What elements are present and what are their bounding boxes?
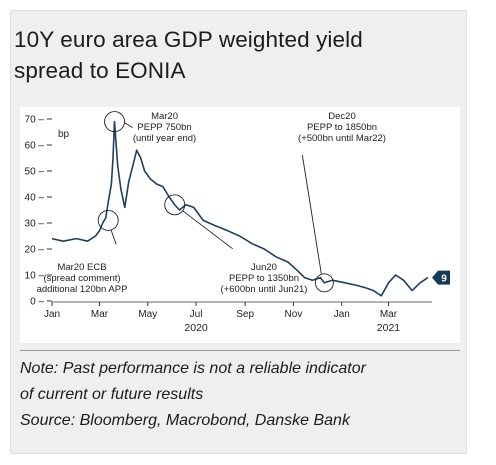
divider bbox=[20, 350, 460, 351]
chart-area: 0 – 10 – 20 – 30 – 40 – 50 – 60 – 70 – bp Jan Mar M… bbox=[20, 107, 460, 343]
y-axis-unit-label: bp bbox=[58, 129, 70, 140]
x-tick-label: Jan bbox=[44, 309, 60, 320]
y-tick-label: 50 – bbox=[25, 167, 45, 178]
footnote-line-1: Note: Past performance is not a reliable… bbox=[20, 360, 366, 377]
y-tick-label: 10 – bbox=[25, 271, 45, 282]
annotation-leader bbox=[301, 154, 322, 274]
line-chart: 0 – 10 – 20 – 30 – 40 – 50 – 60 – 70 – bp Jan Mar M… bbox=[25, 111, 451, 334]
annotation-text: Mar20 ECB bbox=[57, 262, 106, 273]
annotation-text: Jun20 bbox=[251, 262, 277, 273]
x-tick-label: Mar bbox=[91, 309, 109, 320]
annotation-text: (+600bn until Jun21) bbox=[221, 284, 308, 295]
y-tick-label: 0 – bbox=[30, 297, 44, 308]
annotation-leader bbox=[124, 122, 133, 128]
annotation-text: PEPP 750bn bbox=[137, 122, 191, 133]
series-line bbox=[51, 120, 429, 297]
annotation-text: additional 120bn APP bbox=[37, 284, 128, 295]
annotation-text: (until year end) bbox=[133, 133, 196, 144]
last-value-label: 9 bbox=[441, 274, 447, 285]
chart-title-line-1: 10Y euro area GDP weighted yield bbox=[14, 27, 363, 52]
annotation-circle bbox=[104, 111, 125, 133]
x-tick-label: Nov bbox=[285, 309, 303, 320]
annotation-circle bbox=[164, 194, 186, 216]
annotation-text: (spread comment) bbox=[43, 273, 120, 284]
annotation-text: Mar20 bbox=[151, 111, 178, 122]
annotation-leader bbox=[110, 230, 117, 245]
x-tick-label: May bbox=[138, 309, 157, 320]
y-tick-label: 40 – bbox=[25, 193, 45, 204]
x-year-label: 2021 bbox=[377, 322, 401, 334]
chart-title: 10Y euro area GDP weighted yield spread … bbox=[14, 24, 434, 86]
x-year-label: 2020 bbox=[184, 322, 208, 334]
annotation-text: PEPP to 1350bn bbox=[229, 273, 299, 284]
y-tick-label: 60 – bbox=[25, 141, 45, 152]
x-tick-label: Mar bbox=[380, 309, 398, 320]
x-tick-label: Jan bbox=[334, 309, 350, 320]
footnote-line-2: of current or future results bbox=[20, 386, 204, 403]
y-tick-label: 70 – bbox=[25, 115, 45, 126]
x-tick-label: Sep bbox=[236, 309, 254, 320]
annotation-text: Dec20 bbox=[328, 111, 355, 122]
x-tick-label: Jul bbox=[190, 309, 203, 320]
y-tick-label: 20 – bbox=[25, 245, 45, 256]
annotation-text: (+500bn until Mar22) bbox=[298, 133, 386, 144]
annotation-circle bbox=[314, 273, 334, 293]
annotation-circle bbox=[97, 209, 119, 231]
chart-title-line-2: spread to EONIA bbox=[14, 58, 186, 83]
last-value-marker bbox=[432, 270, 451, 285]
annotation-leader bbox=[182, 210, 233, 250]
y-tick-label: 30 – bbox=[25, 219, 45, 230]
source-line: Source: Bloomberg, Macrobond, Danske Ban… bbox=[20, 412, 350, 429]
annotation-text: PEPP to 1850bn bbox=[307, 122, 377, 133]
